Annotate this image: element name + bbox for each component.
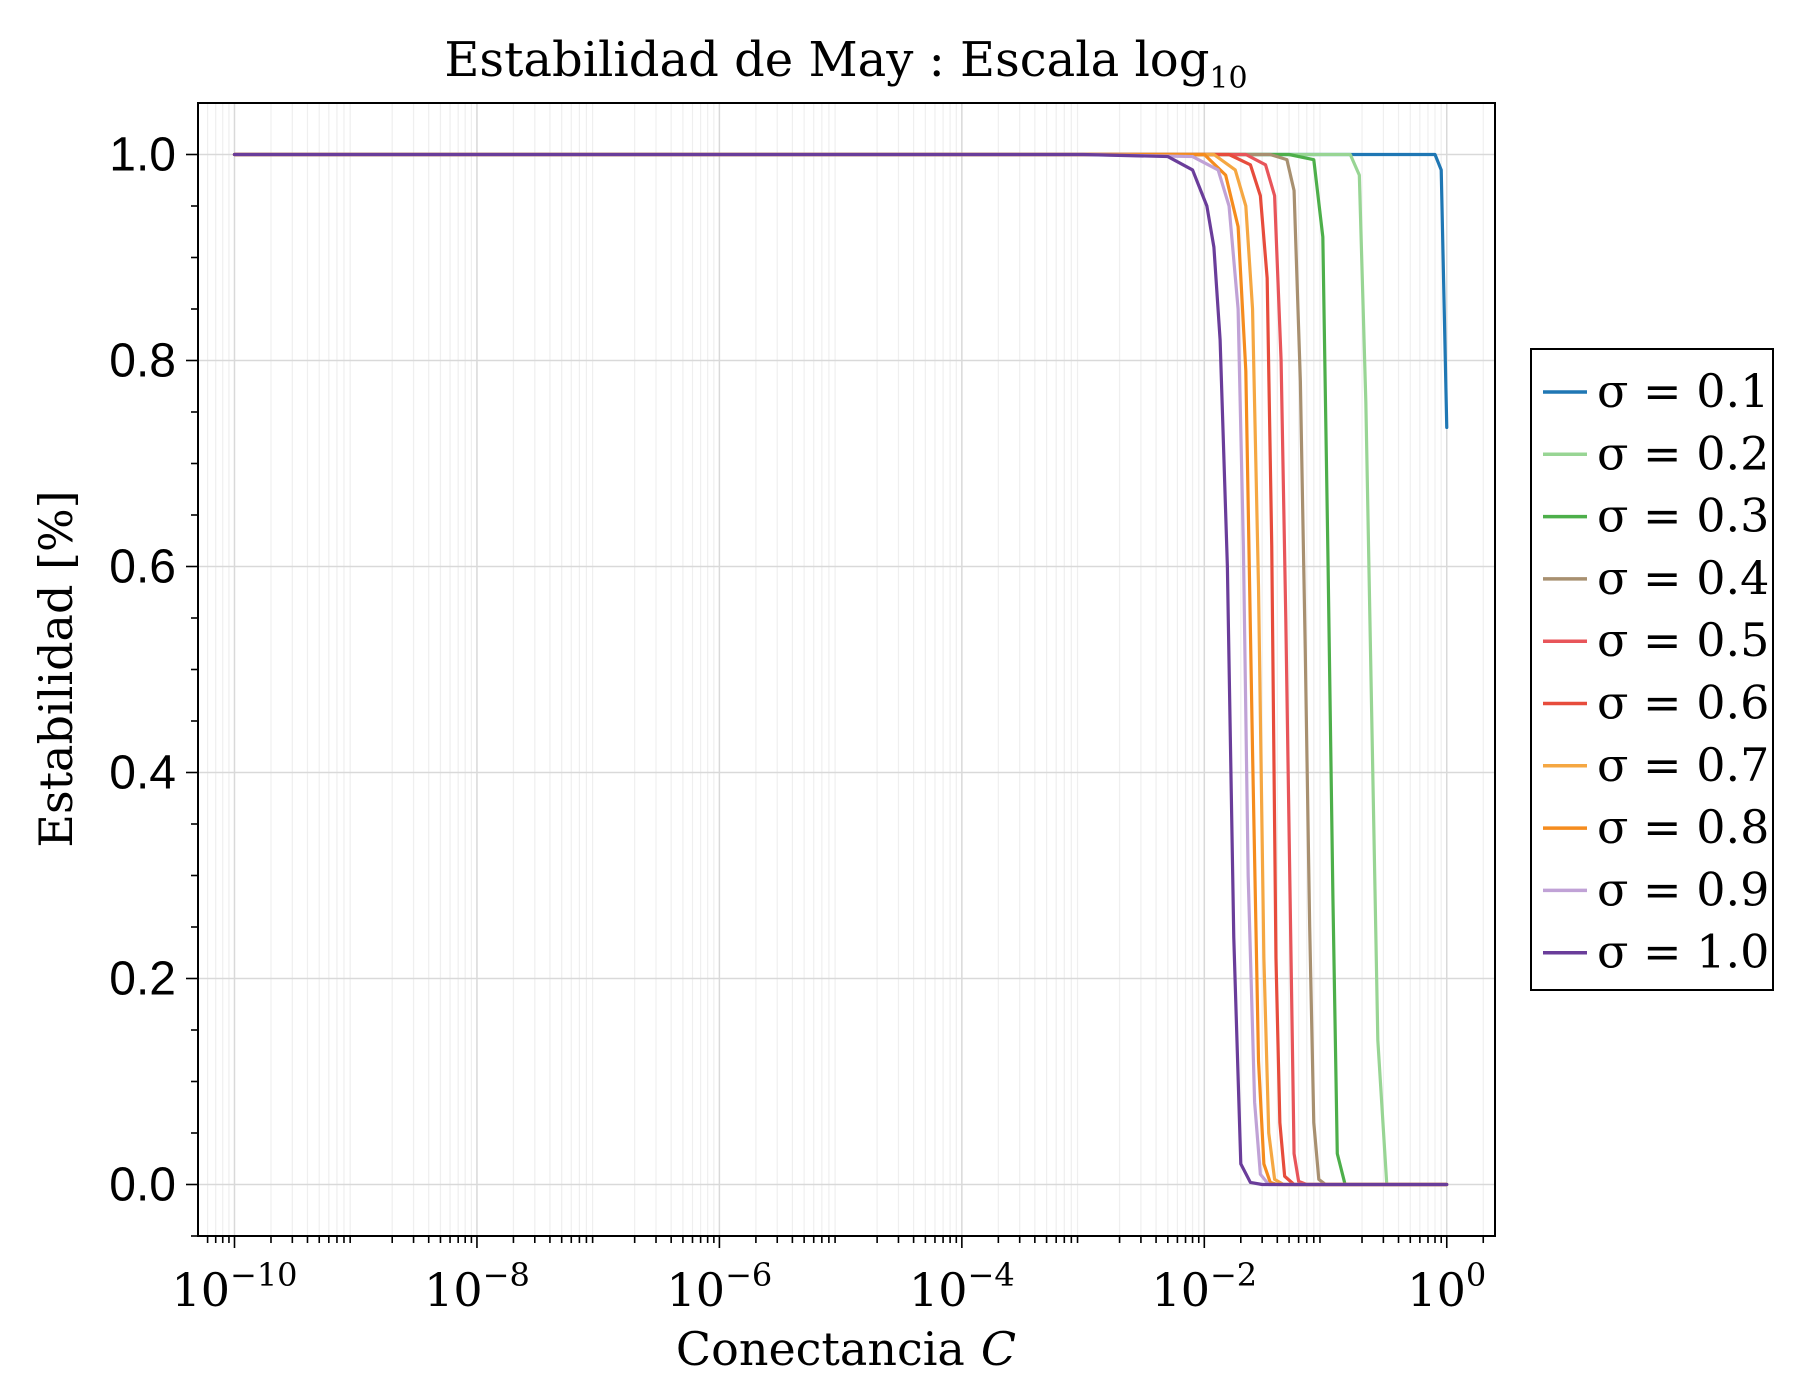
- axis-ticks: 10−10 10−8 10−6 10−4 10−2 1000.00.20.40.60.81…: [109, 129, 1486, 1318]
- x-tick-label-exponent: −6: [725, 1256, 772, 1294]
- series-line-7: [232, 152, 1449, 1187]
- y-axis-label: Estabilidad [%]: [29, 490, 83, 847]
- y-tick-label: 0.2: [109, 953, 176, 1006]
- grid: [198, 103, 1495, 1236]
- series-line-8: [232, 152, 1449, 1187]
- x-axis-label: Conectancia C: [676, 1322, 1016, 1376]
- x-tick-label: 10−6: [667, 1256, 773, 1317]
- series-line-10: [232, 152, 1449, 1187]
- y-tick-label: 0.0: [109, 1159, 176, 1212]
- y-tick-label: 0.4: [109, 747, 176, 800]
- legend-label-3: σ = 0.3: [1597, 489, 1769, 543]
- x-tick-label: 10−10: [171, 1256, 297, 1317]
- y-tick-label: 0.8: [109, 335, 176, 388]
- series-line-1: [232, 152, 1449, 430]
- legend-label-8: σ = 0.8: [1597, 800, 1769, 854]
- y-tick-label: 0.6: [109, 541, 176, 594]
- legend-label-7: σ = 0.7: [1597, 738, 1769, 792]
- x-axis-label-text: Conectancia: [676, 1322, 965, 1376]
- x-tick-label-exponent: −8: [483, 1256, 530, 1294]
- legend: σ = 0.1 σ = 0.2 σ = 0.3 σ = 0.4 σ = 0.5 σ = 0…: [1530, 348, 1774, 991]
- legend-label-4: σ = 0.4: [1597, 551, 1769, 605]
- series-lines: [232, 152, 1449, 1187]
- legend-label-2: σ = 0.2: [1597, 426, 1769, 480]
- x-tick-label: 10−2: [1151, 1256, 1257, 1317]
- legend-label-5: σ = 0.5: [1597, 613, 1769, 667]
- x-tick-label-exponent: 0: [1466, 1256, 1486, 1294]
- chart-title: Estabilidad de May : Escala log10: [444, 32, 1247, 96]
- legend-label-1: σ = 0.1: [1597, 364, 1769, 418]
- legend-label-9: σ = 0.9: [1597, 862, 1769, 916]
- x-tick-label-base: 10: [909, 1263, 968, 1317]
- x-tick-label-base: 10: [171, 1263, 230, 1317]
- x-tick-label-exponent: −10: [230, 1256, 298, 1294]
- x-tick-label: 10−4: [909, 1256, 1015, 1317]
- x-tick-label: 100: [1407, 1256, 1486, 1317]
- legend-label-6: σ = 0.6: [1597, 676, 1769, 730]
- x-tick-label-exponent: −4: [968, 1256, 1015, 1294]
- x-tick-label-base: 10: [424, 1263, 483, 1317]
- x-tick-label-base: 10: [667, 1263, 726, 1317]
- y-tick-label: 1.0: [109, 129, 176, 182]
- chart-title-subscript: 10: [1209, 61, 1247, 96]
- x-tick-label-base: 10: [1407, 1263, 1466, 1317]
- x-tick-label: 10−8: [424, 1256, 530, 1317]
- series-line-9: [232, 152, 1449, 1187]
- x-tick-label-base: 10: [1151, 1263, 1210, 1317]
- chart-title-text: Estabilidad de May : Escala log: [444, 32, 1209, 88]
- legend-label-10: σ = 1.0: [1597, 925, 1769, 979]
- x-tick-label-exponent: −2: [1210, 1256, 1257, 1294]
- x-axis-label-variable: C: [981, 1322, 1016, 1376]
